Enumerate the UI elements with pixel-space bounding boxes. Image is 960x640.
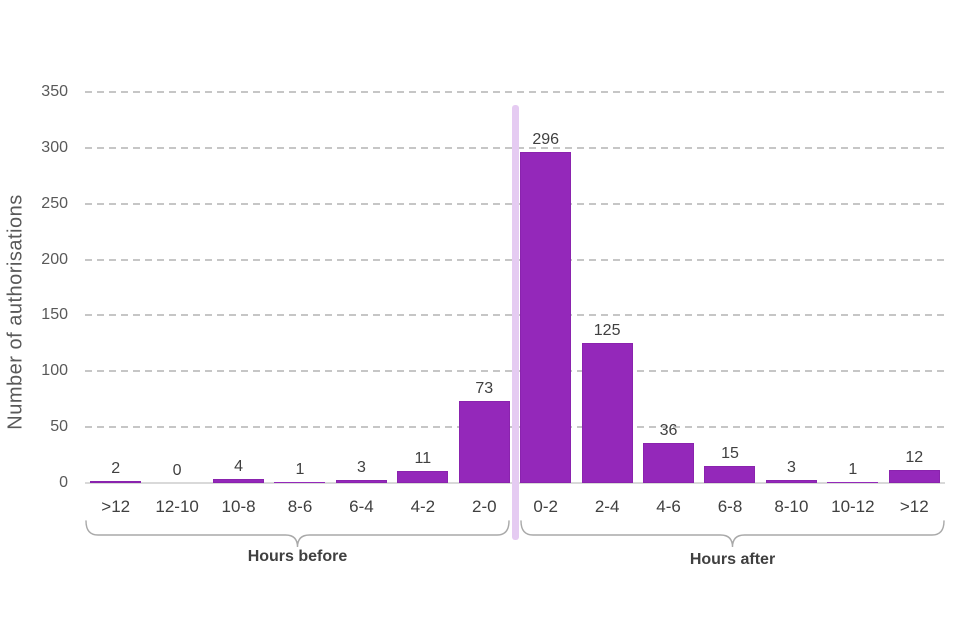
- bar-value-label: 3: [786, 458, 796, 476]
- bar-column: 3: [331, 103, 392, 483]
- bar-value-label: 1: [295, 460, 305, 478]
- bar-value-label: 1: [848, 460, 858, 478]
- bar: [581, 343, 633, 483]
- y-tick-100: 100: [41, 362, 68, 380]
- x-tick-12-10: 12-10: [155, 497, 199, 516]
- x-tick-6-8: 6-8: [717, 497, 743, 516]
- bar: [213, 478, 265, 483]
- bar: [827, 481, 879, 483]
- y-tick-50: 50: [50, 418, 68, 436]
- bar-value-label: 15: [721, 445, 739, 463]
- bar-column: 296: [515, 103, 576, 483]
- bar-column: 3: [761, 103, 822, 483]
- bar-column: 1: [822, 103, 883, 483]
- bar: [335, 479, 387, 483]
- bar-value-label: 4: [234, 457, 243, 475]
- x-tick->12: >12: [899, 497, 929, 516]
- bar: [643, 442, 695, 483]
- x-tick-2-0: 2-0: [471, 497, 497, 516]
- bar-column: 2: [85, 103, 146, 483]
- y-tick-150: 150: [41, 306, 68, 324]
- x-tick->12: >12: [101, 497, 131, 516]
- group-brace-before: [85, 520, 510, 548]
- bar-value-label: 11: [414, 449, 432, 467]
- y-tick-350: 350: [41, 83, 68, 100]
- bar-column: 11: [392, 103, 453, 483]
- bar: [458, 401, 510, 483]
- x-tick-10-12: 10-12: [831, 497, 875, 516]
- bar-column: 0: [146, 103, 207, 483]
- bar: [704, 466, 756, 483]
- bar: [397, 470, 449, 483]
- bar-column: 73: [454, 103, 515, 483]
- bar: [520, 152, 572, 483]
- bar-value-label: 296: [532, 131, 560, 149]
- group-label-hours-before: Hours before: [247, 548, 348, 565]
- bar-column: 15: [699, 103, 760, 483]
- bar-value-label: 12: [905, 448, 924, 466]
- y-tick-0: 0: [59, 474, 68, 491]
- bar-column: 1: [269, 103, 330, 483]
- x-tick-labels: >12 12-10 10-8 8-6 6-4 4-2 2-0 0-2 2-4 4-6 6-8 8-10…: [85, 497, 945, 519]
- bar-value-label: 2: [111, 459, 121, 477]
- y-tick-300: 300: [41, 138, 68, 156]
- bar-value-label: 36: [659, 421, 678, 439]
- bars-layer: 2 0 4 1 3 11 73 296 125 36 15 3 1 12: [85, 103, 945, 483]
- bar: [274, 481, 326, 483]
- y-tick-250: 250: [41, 194, 68, 212]
- x-tick-4-2: 4-2: [410, 497, 436, 516]
- x-tick-10-8: 10-8: [221, 497, 256, 516]
- bar-column: 4: [208, 103, 269, 483]
- bar-column: 36: [638, 103, 699, 483]
- bar: [765, 479, 817, 483]
- bar-value-label: 3: [356, 458, 366, 476]
- x-tick-8-6: 8-6: [287, 497, 313, 516]
- x-tick-4-6: 4-6: [656, 497, 681, 516]
- bar-column: 125: [576, 103, 637, 483]
- bar-value-label: 125: [593, 322, 621, 340]
- gridline-350: [85, 91, 945, 93]
- group-brace-after: [520, 520, 945, 548]
- before-after-divider-line: [511, 105, 519, 540]
- bar-value-label: 73: [475, 380, 494, 398]
- x-tick-6-4: 6-4: [349, 497, 374, 516]
- x-tick-8-10: 8-10: [774, 497, 809, 516]
- y-tick-200: 200: [41, 250, 68, 268]
- bar: [888, 469, 940, 483]
- x-tick-0-2: 0-2: [533, 497, 558, 516]
- bar-column: 12: [884, 103, 945, 483]
- group-label-hours-after: Hours after: [689, 551, 776, 568]
- x-tick-2-4: 2-4: [594, 497, 620, 516]
- bar-value-label: 0: [172, 462, 182, 479]
- bar: [90, 480, 142, 483]
